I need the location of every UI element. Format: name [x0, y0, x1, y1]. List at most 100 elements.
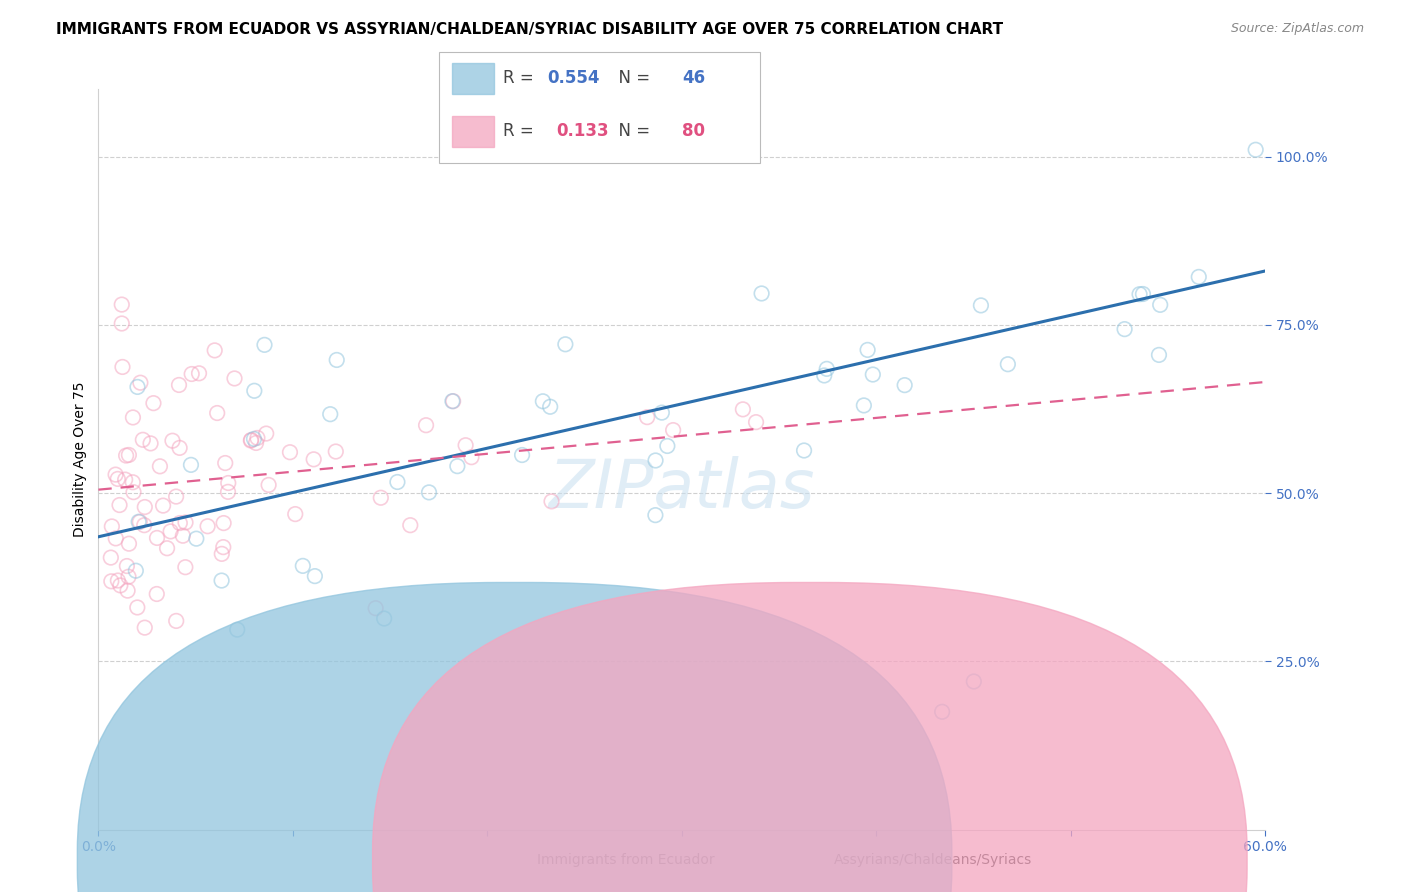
- Point: [745, 415, 768, 429]
- Point: [100, 574, 122, 589]
- Point: [134, 518, 156, 533]
- Point: [117, 583, 139, 598]
- Point: [302, 452, 325, 467]
- Point: [205, 406, 228, 420]
- Point: [893, 378, 915, 392]
- Point: [111, 297, 134, 311]
- Point: [139, 436, 162, 450]
- Point: [446, 459, 468, 474]
- Text: 46: 46: [682, 69, 704, 87]
- Text: 0.554: 0.554: [548, 69, 600, 87]
- Text: 80: 80: [682, 122, 704, 140]
- Point: [245, 436, 267, 450]
- FancyBboxPatch shape: [439, 52, 761, 163]
- Point: [1244, 143, 1267, 157]
- Text: Source: ZipAtlas.com: Source: ZipAtlas.com: [1230, 22, 1364, 36]
- Point: [254, 426, 277, 441]
- Point: [197, 519, 219, 533]
- Point: [165, 490, 187, 504]
- Point: [636, 410, 658, 425]
- Point: [118, 537, 141, 551]
- Point: [110, 578, 132, 592]
- Text: N =: N =: [609, 69, 655, 87]
- Point: [217, 475, 239, 490]
- Text: R =: R =: [503, 69, 540, 87]
- Point: [531, 394, 554, 409]
- Point: [399, 518, 422, 533]
- Point: [246, 431, 269, 445]
- Point: [1147, 348, 1170, 362]
- Point: [454, 438, 477, 452]
- Point: [156, 541, 179, 556]
- Point: [212, 540, 235, 554]
- Point: [418, 485, 440, 500]
- Point: [127, 600, 149, 615]
- Point: [146, 531, 169, 545]
- Text: ZIPatlas: ZIPatlas: [548, 456, 815, 522]
- Point: [107, 574, 129, 588]
- Point: [325, 353, 347, 368]
- Point: [172, 529, 194, 543]
- Point: [793, 443, 815, 458]
- Point: [134, 500, 156, 514]
- Point: [174, 560, 197, 574]
- Point: [217, 484, 239, 499]
- Point: [114, 473, 136, 487]
- Point: [291, 558, 314, 573]
- Point: [117, 570, 139, 584]
- Point: [441, 394, 464, 409]
- Point: [159, 524, 181, 539]
- Point: [815, 362, 838, 376]
- Point: [132, 433, 155, 447]
- Point: [128, 515, 150, 529]
- Point: [852, 399, 875, 413]
- Point: [538, 400, 561, 414]
- Point: [253, 338, 276, 352]
- Point: [644, 453, 666, 467]
- Point: [319, 407, 342, 421]
- Point: [125, 564, 148, 578]
- Point: [115, 559, 138, 574]
- Point: [931, 705, 953, 719]
- Point: [204, 343, 226, 358]
- Point: [142, 396, 165, 410]
- Point: [129, 376, 152, 390]
- Point: [174, 516, 197, 530]
- Point: [169, 516, 191, 530]
- Point: [188, 367, 211, 381]
- Point: [731, 402, 754, 417]
- Point: [243, 432, 266, 446]
- Point: [662, 423, 685, 437]
- Point: [304, 569, 326, 583]
- Point: [104, 467, 127, 482]
- Point: [284, 507, 307, 521]
- Point: [325, 444, 347, 458]
- Point: [165, 614, 187, 628]
- Point: [370, 491, 392, 505]
- Point: [415, 418, 437, 433]
- Text: Immigrants from Ecuador: Immigrants from Ecuador: [537, 853, 714, 867]
- Point: [127, 380, 149, 394]
- Point: [128, 515, 150, 529]
- Point: [111, 359, 134, 374]
- Point: [856, 343, 879, 357]
- Point: [212, 516, 235, 530]
- Point: [122, 410, 145, 425]
- Point: [243, 384, 266, 398]
- Point: [862, 368, 884, 382]
- Point: [1132, 287, 1154, 301]
- Point: [224, 371, 246, 385]
- Point: [122, 485, 145, 500]
- Point: [152, 499, 174, 513]
- Point: [180, 367, 202, 381]
- Point: [167, 378, 190, 392]
- FancyBboxPatch shape: [451, 116, 494, 147]
- Point: [107, 472, 129, 486]
- Text: 0.133: 0.133: [555, 122, 609, 140]
- Point: [963, 674, 986, 689]
- FancyBboxPatch shape: [451, 62, 494, 94]
- Text: IMMIGRANTS FROM ECUADOR VS ASSYRIAN/CHALDEAN/SYRIAC DISABILITY AGE OVER 75 CORRE: IMMIGRANTS FROM ECUADOR VS ASSYRIAN/CHAL…: [56, 22, 1004, 37]
- Point: [373, 611, 395, 625]
- Point: [997, 357, 1019, 371]
- Point: [101, 519, 124, 533]
